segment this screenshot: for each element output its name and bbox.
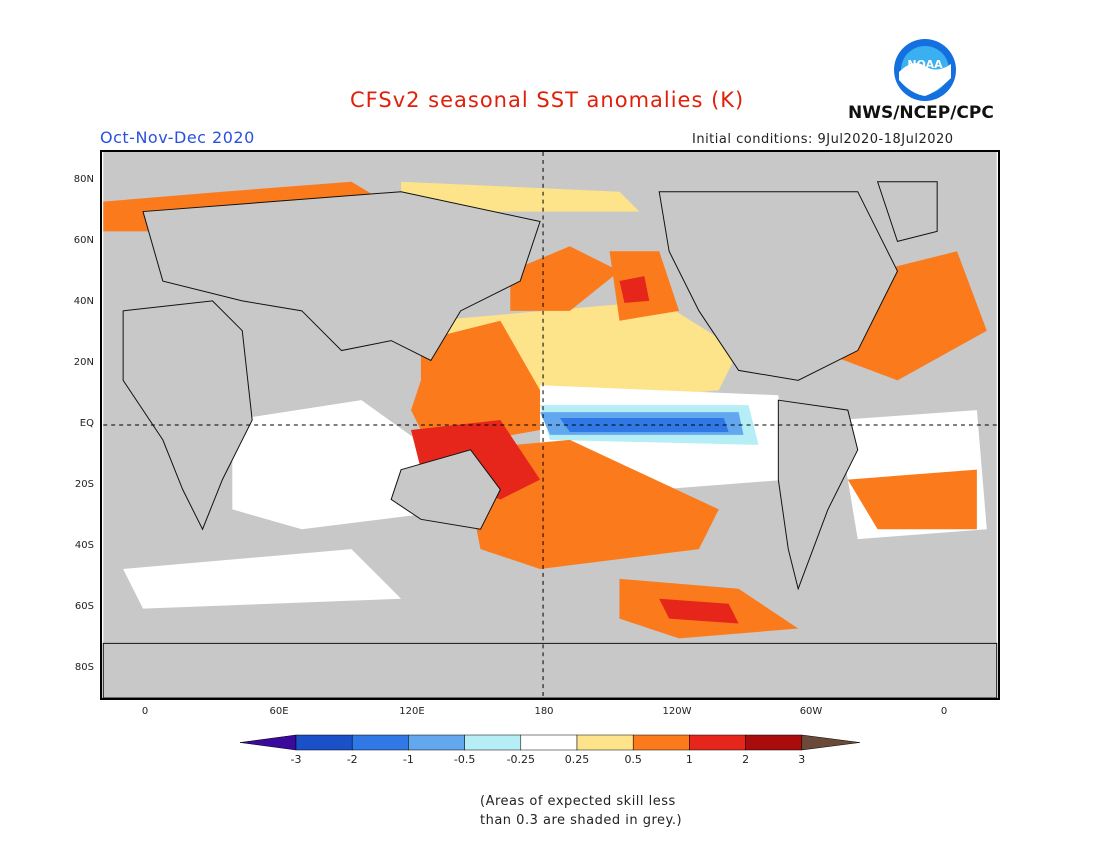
antarctica-outline: [102, 642, 998, 698]
forecast-period: Oct-Nov-Dec 2020: [100, 128, 255, 147]
organization-label: NWS/NCEP/CPC: [848, 103, 994, 123]
initial-conditions: Initial conditions: 9Jul2020-18Jul2020: [692, 132, 954, 147]
colorbar-tick-label: -3: [291, 753, 302, 766]
colorbar-tick-label: -2: [347, 753, 358, 766]
colorbar-cell: [464, 734, 522, 751]
colorbar-cell: [520, 734, 578, 751]
colorbar: -3 -2 -1 -0.5 -0.25 0.25 0.5 1 2 3: [239, 734, 860, 766]
greenland-outline: [876, 181, 938, 242]
reference-lines: [103, 152, 997, 698]
nw-pacific-orange: [510, 246, 620, 311]
ne-pacific-red: [619, 276, 650, 303]
south-america-outline: [777, 399, 859, 591]
lon-label: 120E: [399, 706, 425, 717]
lat-label: EQ: [79, 418, 94, 429]
lon-label: 60E: [269, 706, 289, 717]
colorbar-tick-label: 0.25: [565, 753, 590, 766]
colorbar-cell: [295, 734, 353, 751]
lon-label: 120W: [662, 706, 692, 717]
lon-label: 60W: [799, 706, 823, 717]
north-america-outline: [658, 191, 899, 381]
lat-label: 20N: [73, 357, 94, 368]
colorbar-tick-label: -0.25: [507, 753, 535, 766]
lat-label: 40N: [73, 296, 94, 307]
colorbar-tick-label: -0.5: [454, 753, 475, 766]
colorbar-under-arrow: [239, 734, 297, 751]
colorbar-tick-label: 0.5: [624, 753, 642, 766]
skill-footnote: (Areas of expected skill less than 0.3 a…: [480, 792, 682, 830]
southern-ocean-red: [659, 598, 739, 624]
lat-label: 60S: [74, 601, 94, 612]
colorbar-cell: [576, 734, 634, 751]
colorbar-cell: [689, 734, 746, 751]
colorbar-cell: [351, 734, 409, 751]
south-indian-white: [123, 549, 402, 609]
lat-label: 80N: [73, 174, 94, 185]
colorbar-tick-label: 3: [798, 753, 805, 766]
colorbar-tick-label: 2: [742, 753, 749, 766]
africa-outline: [122, 300, 253, 531]
continents: [102, 181, 998, 698]
lon-label: 0: [940, 706, 948, 717]
lat-label: 80S: [74, 662, 94, 673]
south-atlantic-orange: [847, 469, 977, 530]
footnote-line1: (Areas of expected skill less: [480, 794, 676, 809]
lat-label: 60N: [73, 235, 94, 246]
colorbar-cells: [239, 734, 860, 751]
australia-outline: [390, 449, 501, 530]
lat-label: 40S: [74, 540, 94, 551]
lon-label: 0: [141, 706, 149, 717]
west-pacific-orange: [411, 350, 541, 450]
noaa-logo-icon: NOAA: [894, 39, 956, 101]
colorbar-ticks: -3 -2 -1 -0.5 -0.25 0.25 0.5 1 2 3: [291, 753, 806, 766]
colorbar-cell: [745, 734, 803, 751]
colorbar-cell: [408, 734, 465, 751]
colorbar-cell: [632, 734, 690, 751]
colorbar-tick-label: -1: [403, 753, 414, 766]
colorbar-tick-label: 1: [686, 753, 693, 766]
lat-label: 20S: [74, 479, 94, 490]
chart-title: CFSv2 seasonal SST anomalies (K): [350, 88, 745, 112]
logo-text: NOAA: [907, 58, 943, 71]
eurasia-outline: [142, 191, 541, 362]
lon-label: 180: [534, 706, 554, 717]
map-fields: [103, 181, 987, 639]
sst-anomaly-map: [100, 150, 1000, 700]
footnote-line2: than 0.3 are shaded in grey.): [480, 813, 683, 828]
colorbar-over-arrow: [801, 734, 860, 751]
